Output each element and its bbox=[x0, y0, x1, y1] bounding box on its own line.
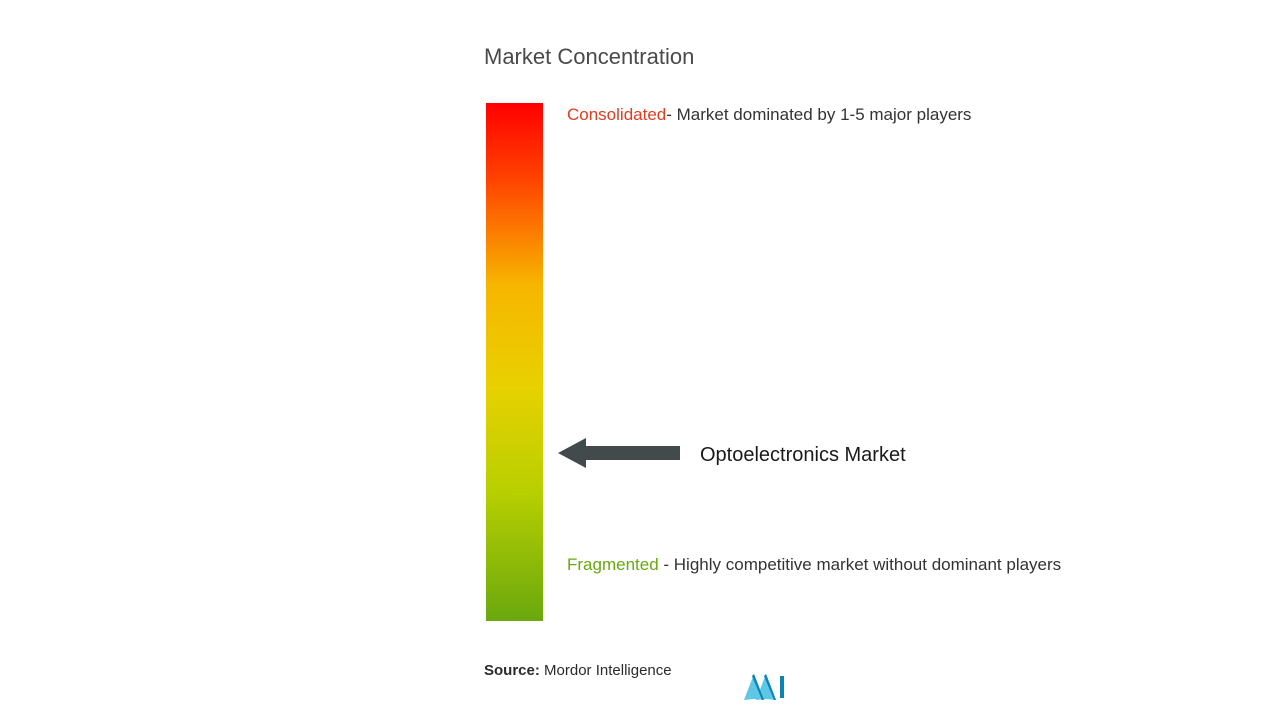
market-position-marker: Optoelectronics Market bbox=[558, 438, 906, 473]
fragmented-description: - Highly competitive market without domi… bbox=[659, 555, 1062, 574]
concentration-gradient-bar bbox=[486, 103, 543, 621]
mordor-logo-icon bbox=[742, 672, 792, 705]
consolidated-label: Consolidated- Market dominated by 1-5 ma… bbox=[567, 102, 1087, 128]
source-label: Source: bbox=[484, 662, 540, 679]
source-attribution: Source: Mordor Intelligence bbox=[484, 662, 672, 679]
source-value: Mordor Intelligence bbox=[544, 662, 672, 679]
consolidated-keyword: Consolidated bbox=[567, 105, 666, 124]
market-name-label: Optoelectronics Market bbox=[700, 444, 906, 467]
fragmented-keyword: Fragmented bbox=[567, 555, 659, 574]
arrow-left-icon bbox=[558, 438, 680, 473]
fragmented-label: Fragmented - Highly competitive market w… bbox=[567, 552, 1067, 578]
chart-title: Market Concentration bbox=[484, 44, 694, 70]
consolidated-description: - Market dominated by 1-5 major players bbox=[666, 105, 971, 124]
